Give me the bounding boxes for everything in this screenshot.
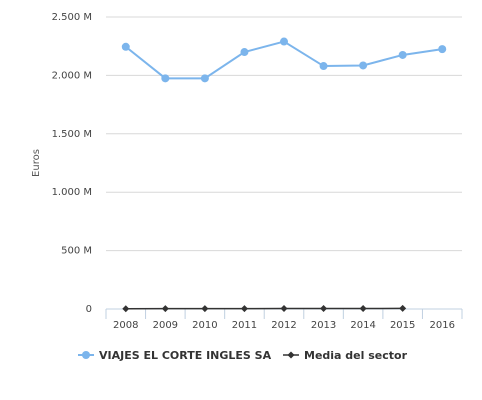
data-point[interactable] <box>399 304 407 312</box>
x-tick-label: 2012 <box>271 320 296 331</box>
y-tick-label: 1.500 M <box>52 129 92 140</box>
y-axis-ticks: 0 500 M 1.000 M 1.500 M 2.000 M 2.500 M <box>52 12 92 315</box>
legend-label: Media del sector <box>304 349 408 362</box>
y-axis-label: Euros <box>31 149 42 177</box>
data-point[interactable] <box>280 37 288 46</box>
x-tick-label: 2011 <box>232 320 257 331</box>
data-point[interactable] <box>359 305 367 313</box>
y-tick-label: 0 <box>86 304 92 315</box>
data-point[interactable] <box>280 305 288 313</box>
data-point[interactable] <box>122 305 130 313</box>
data-point[interactable] <box>398 50 407 59</box>
data-point[interactable] <box>359 61 368 70</box>
data-point[interactable] <box>121 42 130 51</box>
x-tick-label: 2014 <box>350 320 375 331</box>
data-point[interactable] <box>200 74 209 83</box>
data-point[interactable] <box>319 62 328 71</box>
y-tick-label: 500 M <box>61 246 92 257</box>
x-axis-ticks: 2008 2009 2010 2011 2012 2013 2014 2015 2016 <box>105 309 463 331</box>
data-point[interactable] <box>240 305 248 313</box>
data-point[interactable] <box>201 305 209 313</box>
legend-marker <box>287 351 295 359</box>
data-point[interactable] <box>320 305 328 313</box>
legend-item-0[interactable]: VIAJES EL CORTE INGLES SA <box>78 349 272 362</box>
legend-item-1[interactable]: Media del sector <box>283 349 408 362</box>
data-point[interactable] <box>161 305 169 313</box>
x-tick-label: 2015 <box>390 320 415 331</box>
x-tick-label: 2010 <box>192 320 217 331</box>
x-tick-label: 2008 <box>113 320 138 331</box>
x-tick-label: 2009 <box>153 320 178 331</box>
x-tick-label: 2013 <box>311 320 336 331</box>
y-tick-label: 2.500 M <box>52 12 92 23</box>
series-group <box>121 37 447 313</box>
grid-lines <box>106 16 462 310</box>
y-tick-label: 2.000 M <box>52 70 92 81</box>
data-point[interactable] <box>438 45 447 54</box>
data-point[interactable] <box>161 74 170 83</box>
y-tick-label: 1.000 M <box>52 187 92 198</box>
legend-label: VIAJES EL CORTE INGLES SA <box>99 349 272 362</box>
series-line-0 <box>125 40 443 80</box>
legend-marker <box>82 351 90 359</box>
data-point[interactable] <box>240 48 249 57</box>
x-tick-label: 2016 <box>429 320 454 331</box>
legend[interactable]: VIAJES EL CORTE INGLES SA Media del secto… <box>78 349 408 362</box>
